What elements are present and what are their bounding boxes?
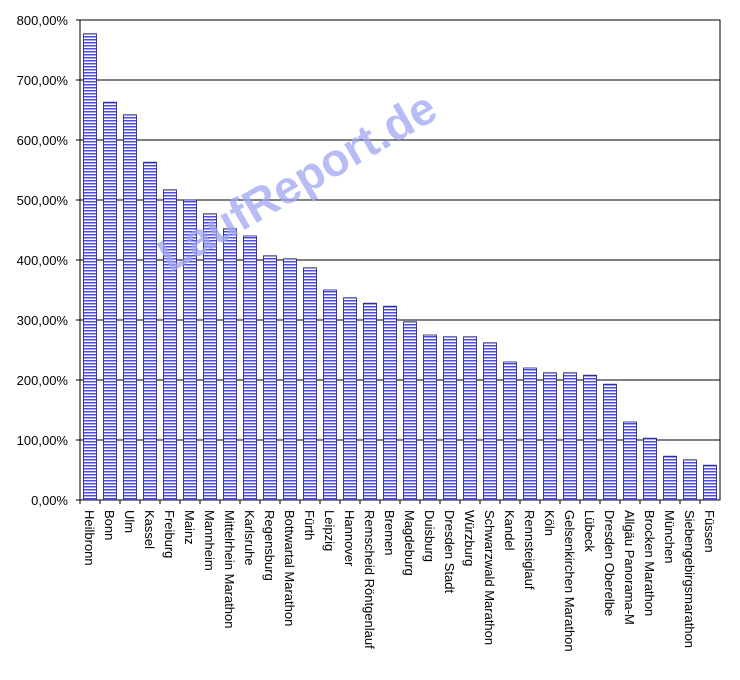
x-tick-label: Lübeck — [582, 510, 597, 552]
bar — [463, 336, 477, 501]
x-tick-label: Duisburg — [422, 510, 437, 562]
bar — [363, 302, 377, 501]
bar — [663, 455, 677, 501]
x-tick-label: Füssen — [702, 510, 717, 553]
bar — [323, 289, 337, 501]
bar — [183, 199, 197, 501]
x-tick-label: Fürth — [302, 510, 317, 540]
bar — [163, 189, 177, 501]
y-tick-label: 400,00% — [17, 253, 69, 268]
x-tick-label: Bremen — [382, 510, 397, 556]
x-tick-label: Dresden Stadt — [442, 510, 457, 593]
bar — [103, 101, 117, 501]
y-tick-label: 700,00% — [17, 73, 69, 88]
bar — [263, 255, 277, 501]
bar — [503, 361, 517, 501]
x-tick-label: München — [662, 510, 677, 563]
x-tick-label: Heilbronn — [82, 510, 97, 566]
y-tick-label: 100,00% — [17, 433, 69, 448]
bar — [603, 383, 617, 501]
bar — [123, 114, 137, 501]
bar — [303, 267, 317, 501]
bar — [403, 321, 417, 501]
bar — [383, 305, 397, 501]
bar — [143, 161, 157, 501]
x-tick-label: Brocken Marathon — [642, 510, 657, 616]
x-tick-label: Köln — [542, 510, 557, 536]
x-tick-label: Kandel — [502, 510, 517, 551]
y-tick-label: 300,00% — [17, 313, 69, 328]
bar — [523, 367, 537, 501]
bar — [703, 464, 717, 501]
bar — [343, 297, 357, 501]
x-tick-label: Remscheid Röntgenlauf — [362, 510, 377, 649]
x-tick-label: Mannheim — [202, 510, 217, 571]
x-tick-label: Mainz — [182, 510, 197, 545]
y-tick-label: 200,00% — [17, 373, 69, 388]
x-tick-label: Karlsruhe — [242, 510, 257, 566]
x-tick-label: Freiburg — [162, 510, 177, 558]
bar — [83, 33, 97, 501]
bar — [683, 459, 697, 501]
bar — [203, 213, 217, 501]
y-tick-label: 600,00% — [17, 133, 69, 148]
bar — [623, 421, 637, 501]
x-tick-label: Kassel — [142, 510, 157, 549]
x-tick-label: Siebengebirgsmarathon — [682, 510, 697, 648]
bar — [483, 342, 497, 501]
x-tick-label: Schwarzwald Marathon — [482, 510, 497, 645]
watermark: LaufReport.de — [149, 81, 445, 282]
x-tick-label: Bottwartal Marathon — [282, 510, 297, 626]
x-tick-label: Würzburg — [462, 510, 477, 566]
bar — [243, 235, 257, 501]
bar — [563, 372, 577, 501]
x-tick-label: Bonn — [102, 510, 117, 540]
x-tick-label: Regensburg — [262, 510, 277, 581]
bar — [643, 437, 657, 501]
bar — [423, 334, 437, 501]
y-tick-label: 0,00% — [31, 493, 68, 508]
x-tick-label: Dresden Oberelbe — [602, 510, 617, 616]
y-tick-label: 800,00% — [17, 13, 69, 28]
bar — [443, 336, 457, 501]
x-tick-label: Ulm — [122, 510, 137, 533]
x-tick-label: Hannover — [342, 510, 357, 567]
bar — [583, 374, 597, 501]
bar — [223, 228, 237, 501]
bar — [543, 372, 557, 501]
x-tick-label: Magdeburg — [402, 510, 417, 576]
x-tick-label: Mittelrhein Marathon — [222, 510, 237, 629]
y-tick-label: 500,00% — [17, 193, 69, 208]
x-tick-label: Allgäu Panorama-M — [622, 510, 637, 625]
x-tick-label: Leipzig — [322, 510, 337, 551]
x-tick-label: Rennsteiglauf — [522, 510, 537, 590]
bar — [283, 258, 297, 501]
x-tick-label: Gelsenkirchen Marathon — [562, 510, 577, 652]
